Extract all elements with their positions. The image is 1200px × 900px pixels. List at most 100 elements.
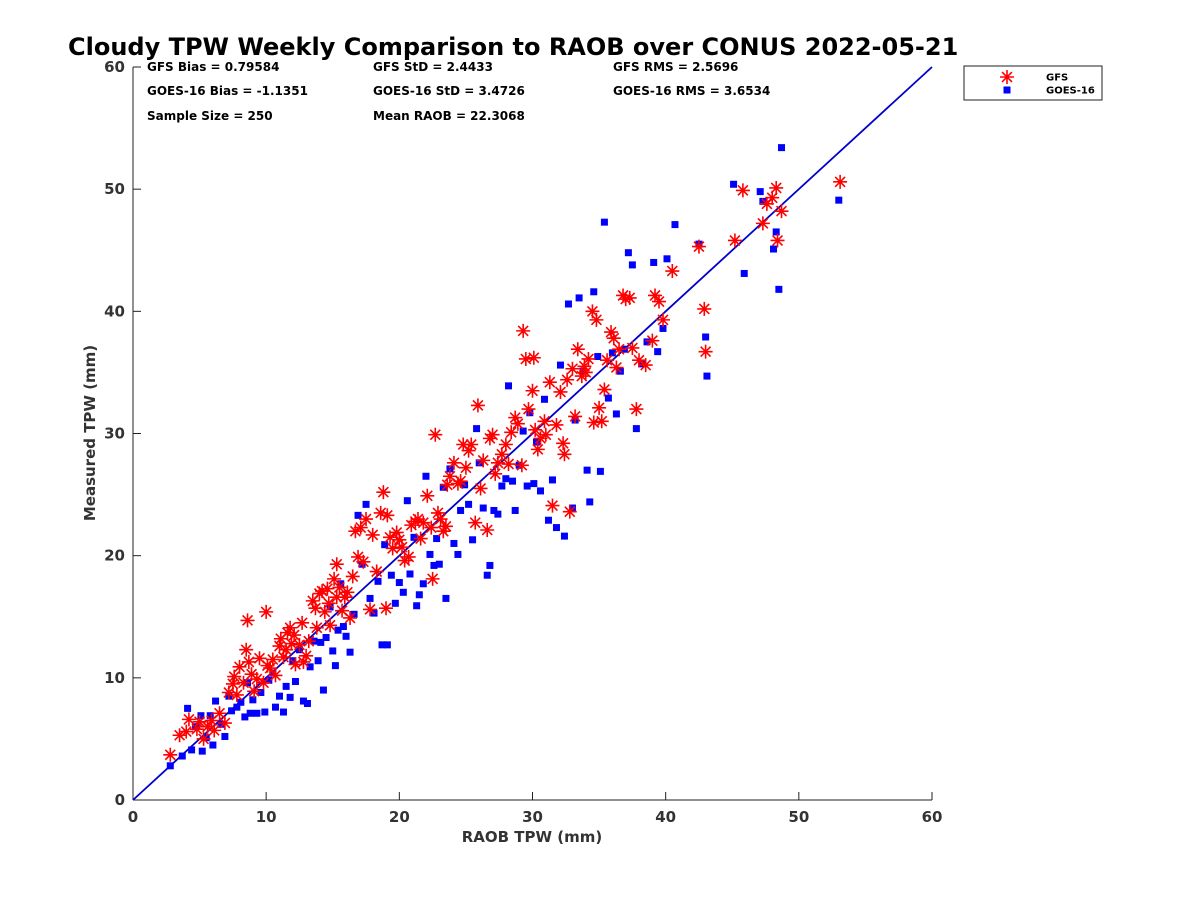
statistics-block: GFS Bias = 0.79584 GFS StD = 2.4433 GFS RM… [147, 60, 770, 123]
goes16-point [835, 196, 843, 204]
gfs-point [473, 481, 488, 496]
x-tick-label: 40 [655, 808, 676, 826]
gfs-point [436, 524, 451, 539]
gfs-point [490, 455, 505, 470]
goes16-point [241, 713, 249, 721]
stat-text: Sample Size = 250 [147, 109, 273, 123]
goes16-point [544, 516, 552, 524]
goes16-point [475, 459, 483, 467]
x-axis-label: RAOB TPW (mm) [462, 828, 603, 846]
gfs-point [755, 216, 770, 231]
goes16-point [540, 395, 548, 403]
gfs-point [656, 312, 671, 327]
goes16-point [473, 425, 481, 433]
gfs-point [485, 427, 500, 442]
plot-area [132, 66, 933, 801]
goes16-point [490, 506, 498, 514]
goes16-point [612, 410, 620, 418]
gfs-point [227, 669, 242, 684]
gfs-point [440, 477, 455, 492]
gfs-point [549, 417, 564, 432]
gfs-point [508, 410, 523, 425]
gfs-point [565, 361, 580, 376]
goes16-point [450, 539, 458, 547]
gfs-point [464, 437, 479, 452]
goes16-point [663, 255, 671, 263]
gfs-point [528, 422, 543, 437]
goes16-point [624, 249, 632, 257]
gfs-point [239, 642, 254, 657]
gfs-point [410, 512, 425, 527]
gfs-point [340, 585, 355, 600]
gfs-point [645, 333, 660, 348]
gfs-point [315, 584, 330, 599]
goes16-point [381, 541, 389, 549]
gfs-point [369, 564, 384, 579]
x-tick-label: 30 [522, 808, 543, 826]
goes16-point [383, 641, 391, 649]
gfs-point [629, 402, 644, 417]
y-tick-label: 0 [115, 791, 125, 809]
x-tick-label: 10 [256, 808, 277, 826]
goes16-point [600, 218, 608, 226]
gfs-point [446, 455, 461, 470]
gfs-point [759, 196, 774, 211]
gfs-point [229, 687, 244, 702]
gfs-point [769, 180, 784, 195]
gfs-point [537, 414, 552, 429]
gfs-point [244, 667, 259, 682]
gfs-point [428, 427, 443, 442]
goes16-point [286, 693, 294, 701]
gfs-point [698, 344, 713, 359]
gfs-point [606, 331, 621, 346]
gfs-point [320, 581, 335, 596]
gfs-point [618, 292, 633, 307]
goes16-point [479, 504, 487, 512]
gfs-point [299, 648, 314, 663]
goes16-point [265, 676, 273, 684]
goes16-point [426, 550, 434, 558]
gfs-point [392, 532, 407, 547]
stat-text: GFS StD = 2.4433 [373, 60, 493, 74]
gfs-point [279, 642, 294, 657]
goes16-point [422, 472, 430, 480]
goes16-point [772, 228, 780, 236]
stat-text: GFS RMS = 2.5696 [613, 60, 738, 74]
gfs-point [273, 631, 288, 646]
gfs-point [765, 190, 780, 205]
gfs-point [735, 183, 750, 198]
goes16-point [560, 532, 568, 540]
goes16-point [395, 579, 403, 587]
gfs-point [379, 601, 394, 616]
y-axis-label: Measured TPW (mm) [81, 345, 99, 521]
gfs-point [200, 719, 215, 734]
goes16-point [659, 324, 667, 332]
gfs-point [265, 652, 280, 667]
gfs-point [456, 437, 471, 452]
goes16-point [275, 692, 283, 700]
gfs-point [383, 530, 398, 545]
goes16-point [548, 476, 556, 484]
legend-label: GFS [1046, 73, 1068, 84]
gfs-point [560, 372, 575, 387]
gfs-point [526, 350, 541, 365]
gfs-point [542, 375, 557, 390]
gfs-point [373, 505, 388, 520]
gfs-point [553, 384, 568, 399]
goes16-point [257, 688, 265, 696]
goes16-point [206, 712, 214, 720]
gfs-point [521, 402, 536, 417]
gfs-point [221, 685, 236, 700]
gfs-point [207, 723, 222, 738]
gfs-point [295, 615, 310, 630]
goes16-point [415, 591, 423, 599]
gfs-point [638, 358, 653, 373]
goes16-point [374, 577, 382, 585]
goes16-point [511, 506, 519, 514]
goes16-point [435, 560, 443, 568]
gfs-point [212, 706, 227, 721]
gfs-point [249, 672, 264, 687]
gfs-point [337, 590, 352, 605]
y-tick-label: 40 [104, 302, 125, 320]
